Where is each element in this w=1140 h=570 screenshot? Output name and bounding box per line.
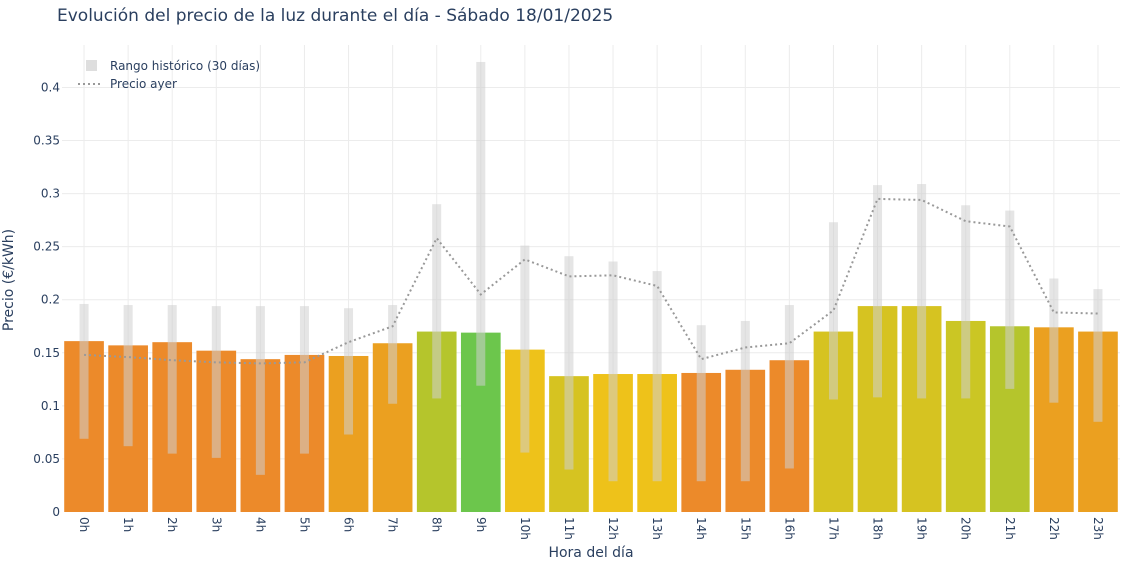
- historical-range-bar: [476, 61, 486, 386]
- historical-range-bar: [211, 306, 221, 458]
- y-tick-label: 0.1: [41, 399, 60, 413]
- x-tick-label: 9h: [474, 517, 488, 532]
- x-tick-label: 3h: [209, 517, 223, 532]
- axes: 0 0.05 0.1 0.15 0.2 0.25 0.3 0.35 0.4 0h 1h 2h 3h 4h 5…: [33, 80, 1105, 539]
- x-tick-label: 5h: [297, 517, 311, 532]
- x-tick-label: 12h: [606, 517, 620, 540]
- x-tick-label: 11h: [562, 517, 576, 540]
- y-tick-label: 0.4: [41, 80, 60, 94]
- historical-range-bar: [167, 305, 177, 454]
- y-tick-label: 0: [52, 505, 60, 519]
- y-tick-label: 0.35: [33, 134, 60, 148]
- x-tick-label: 19h: [915, 517, 929, 540]
- historical-range-bar: [520, 245, 530, 453]
- historical-range-bar: [255, 306, 265, 475]
- chart-title: Evolución del precio de la luz durante e…: [57, 6, 614, 26]
- x-axis-title: Hora del día: [548, 545, 633, 561]
- y-tick-label: 0.15: [33, 346, 60, 360]
- historical-range-bar: [961, 205, 971, 399]
- x-tick-label: 10h: [518, 517, 532, 540]
- x-tick-label: 6h: [342, 517, 356, 532]
- legend-line-label: Precio ayer: [110, 77, 177, 91]
- x-tick-label: 21h: [1003, 517, 1017, 540]
- y-axis-title: Precio (€/kWh): [1, 229, 17, 331]
- historical-range-bar: [917, 184, 927, 399]
- historical-range-bar: [388, 305, 398, 404]
- historical-range-bar: [123, 305, 133, 447]
- historical-range-bar: [299, 306, 309, 454]
- historical-range-bars: [79, 61, 1103, 482]
- x-tick-label: 22h: [1047, 517, 1061, 540]
- historical-range-bar: [79, 303, 89, 439]
- x-tick-label: 16h: [782, 517, 796, 540]
- y-tick-label: 0.25: [33, 240, 60, 254]
- legend: Rango histórico (30 días) Precio ayer: [78, 59, 260, 91]
- historical-range-bar: [564, 256, 574, 470]
- x-tick-label: 20h: [959, 517, 973, 540]
- x-tick-label: 23h: [1091, 517, 1105, 540]
- y-tick-label: 0.3: [41, 187, 60, 201]
- historical-range-bar: [828, 222, 838, 400]
- historical-range-bar: [1049, 278, 1059, 403]
- historical-range-bar: [432, 204, 442, 399]
- historical-range-bar: [344, 308, 354, 435]
- historical-range-bar: [696, 325, 706, 482]
- x-tick-label: 8h: [430, 517, 444, 532]
- x-tick-label: 2h: [165, 517, 179, 532]
- historical-range-bar: [873, 185, 883, 398]
- yesterday-price-polyline: [83, 197, 1098, 365]
- x-tick-label: 15h: [738, 517, 752, 540]
- historical-range-bar: [608, 261, 618, 482]
- legend-range-swatch: [86, 60, 97, 71]
- historical-range-bar: [652, 271, 662, 482]
- historical-range-bar: [784, 305, 794, 469]
- y-tick-label: 0.2: [41, 293, 60, 307]
- legend-range-label: Rango histórico (30 días): [110, 59, 260, 73]
- x-tick-label: 1h: [121, 517, 135, 532]
- historical-range-bar: [740, 320, 750, 482]
- x-tick-label: 7h: [386, 517, 400, 532]
- x-tick-label: 18h: [871, 517, 885, 540]
- x-tick-label: 17h: [826, 517, 840, 540]
- historical-range-bar: [1093, 289, 1103, 422]
- x-tick-label: 13h: [650, 517, 664, 540]
- x-tick-label: 14h: [694, 517, 708, 540]
- x-tick-label: 0h: [77, 517, 91, 532]
- x-tick-label: 4h: [253, 517, 267, 532]
- price-bars: [64, 306, 1118, 512]
- yesterday-price-line: [83, 197, 1098, 365]
- historical-range-bar: [1005, 210, 1015, 389]
- y-tick-label: 0.05: [33, 452, 60, 466]
